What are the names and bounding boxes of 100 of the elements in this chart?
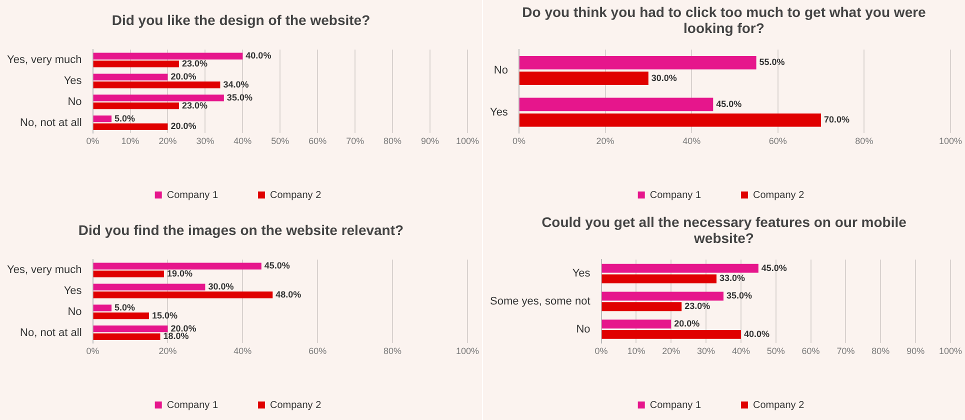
x-tick-label: 80% <box>872 346 890 356</box>
chart-title: Did you like the design of the website? <box>110 11 372 30</box>
legend-label: Company 1 <box>650 400 702 411</box>
x-tick-label: 60% <box>308 136 327 146</box>
bar <box>602 292 724 301</box>
bar <box>93 74 168 80</box>
data-label: 30.0% <box>651 72 677 83</box>
legend-label: Company 2 <box>270 400 322 411</box>
y-tick-label: No <box>68 306 82 318</box>
x-tick-label: 40% <box>234 346 252 356</box>
bar <box>93 262 262 270</box>
bar <box>93 326 168 332</box>
data-label: 20.0% <box>674 318 700 329</box>
bar <box>519 98 714 112</box>
legend-label: Company 2 <box>753 400 805 411</box>
data-label: 15.0% <box>152 310 178 320</box>
data-label: 5.0% <box>114 113 136 124</box>
x-tick-label: 30% <box>196 136 214 146</box>
bar <box>519 72 648 85</box>
x-tick-label: 100% <box>456 136 480 146</box>
data-label: 55.0% <box>759 57 785 68</box>
data-label: 18.0% <box>163 331 189 342</box>
x-tick-label: 40% <box>732 346 750 356</box>
x-tick-label: 80% <box>855 136 874 146</box>
bar <box>93 94 224 102</box>
bar <box>93 270 164 278</box>
y-tick-label: No <box>68 96 82 108</box>
y-tick-label: No <box>494 64 508 77</box>
y-tick-label: Yes <box>64 284 82 297</box>
data-label: 23.0% <box>182 58 208 68</box>
x-tick-label: 90% <box>906 346 925 356</box>
x-tick-label: 60% <box>768 136 787 146</box>
legend-label: Company 1 <box>650 190 702 201</box>
chart-title: Could you get all the necessary features on our mobile website? <box>540 213 908 248</box>
bar <box>602 274 717 284</box>
x-tick-label: 100% <box>456 346 480 356</box>
data-label: 30.0% <box>208 282 234 292</box>
data-label: 45.0% <box>716 98 742 109</box>
data-label: 23.0% <box>182 100 208 110</box>
bar <box>519 113 822 127</box>
bar <box>93 116 112 122</box>
x-tick-label: 100% <box>938 346 962 356</box>
x-tick-label: 60% <box>308 346 327 356</box>
x-tick-label: 30% <box>697 346 716 356</box>
bar <box>93 52 243 60</box>
data-label: 40.0% <box>246 50 272 61</box>
bar <box>602 302 682 312</box>
data-label: 20.0% <box>170 72 196 82</box>
data-label: 45.0% <box>264 260 290 271</box>
x-tick-label: 60% <box>802 346 820 356</box>
y-tick-label: Yes, very much <box>6 264 82 276</box>
y-tick-label: Yes <box>64 74 82 87</box>
x-tick-label: 0% <box>86 136 100 146</box>
x-tick-label: 80% <box>384 136 402 146</box>
data-label: 19.0% <box>166 268 193 278</box>
y-tick-label: Some yes, some not <box>490 295 590 308</box>
bar <box>602 264 758 273</box>
x-tick-label: 70% <box>836 346 855 356</box>
x-tick-label: 10% <box>121 136 140 146</box>
x-tick-label: 20% <box>158 346 177 356</box>
y-tick-label: Yes, very much <box>6 54 82 66</box>
x-tick-label: 20% <box>158 136 177 146</box>
bar <box>93 60 179 68</box>
legend-label: Company 2 <box>753 190 805 201</box>
data-label: 45.0% <box>761 262 787 273</box>
bar <box>93 102 179 110</box>
x-tick-label: 100% <box>938 136 962 146</box>
y-tick-label: Yes <box>490 106 508 118</box>
bar <box>93 123 168 130</box>
legend-label: Company 1 <box>166 400 218 411</box>
x-tick-label: 90% <box>421 136 440 146</box>
chart-title: Do you think you had to click too much to get what you were looking for? <box>521 3 927 38</box>
x-tick-label: 0% <box>512 136 526 146</box>
data-label: 70.0% <box>824 114 850 125</box>
data-label: 35.0% <box>726 290 752 301</box>
bar <box>93 333 160 340</box>
bar <box>93 292 273 298</box>
data-label: 33.0% <box>720 273 746 284</box>
data-label: 48.0% <box>276 289 302 300</box>
y-tick-label: No <box>576 323 590 336</box>
data-label: 40.0% <box>744 328 770 339</box>
x-tick-label: 80% <box>384 346 402 356</box>
bar <box>93 284 206 290</box>
x-tick-label: 40% <box>682 136 701 146</box>
x-tick-label: 20% <box>662 346 680 356</box>
x-tick-label: 50% <box>766 346 785 356</box>
data-label: 20.0% <box>170 121 196 132</box>
data-label: 5.0% <box>114 302 136 312</box>
data-label: 34.0% <box>223 79 249 90</box>
x-tick-label: 40% <box>234 136 252 146</box>
bar <box>93 304 112 312</box>
data-label: 20.0% <box>170 323 196 334</box>
bar <box>93 82 220 88</box>
bar <box>602 320 672 328</box>
bar <box>519 56 756 70</box>
bar <box>602 330 741 339</box>
y-tick-label: No, not at all <box>20 116 82 129</box>
y-tick-label: Yes <box>572 268 591 280</box>
x-tick-label: 0% <box>86 346 100 356</box>
bar <box>93 312 149 320</box>
